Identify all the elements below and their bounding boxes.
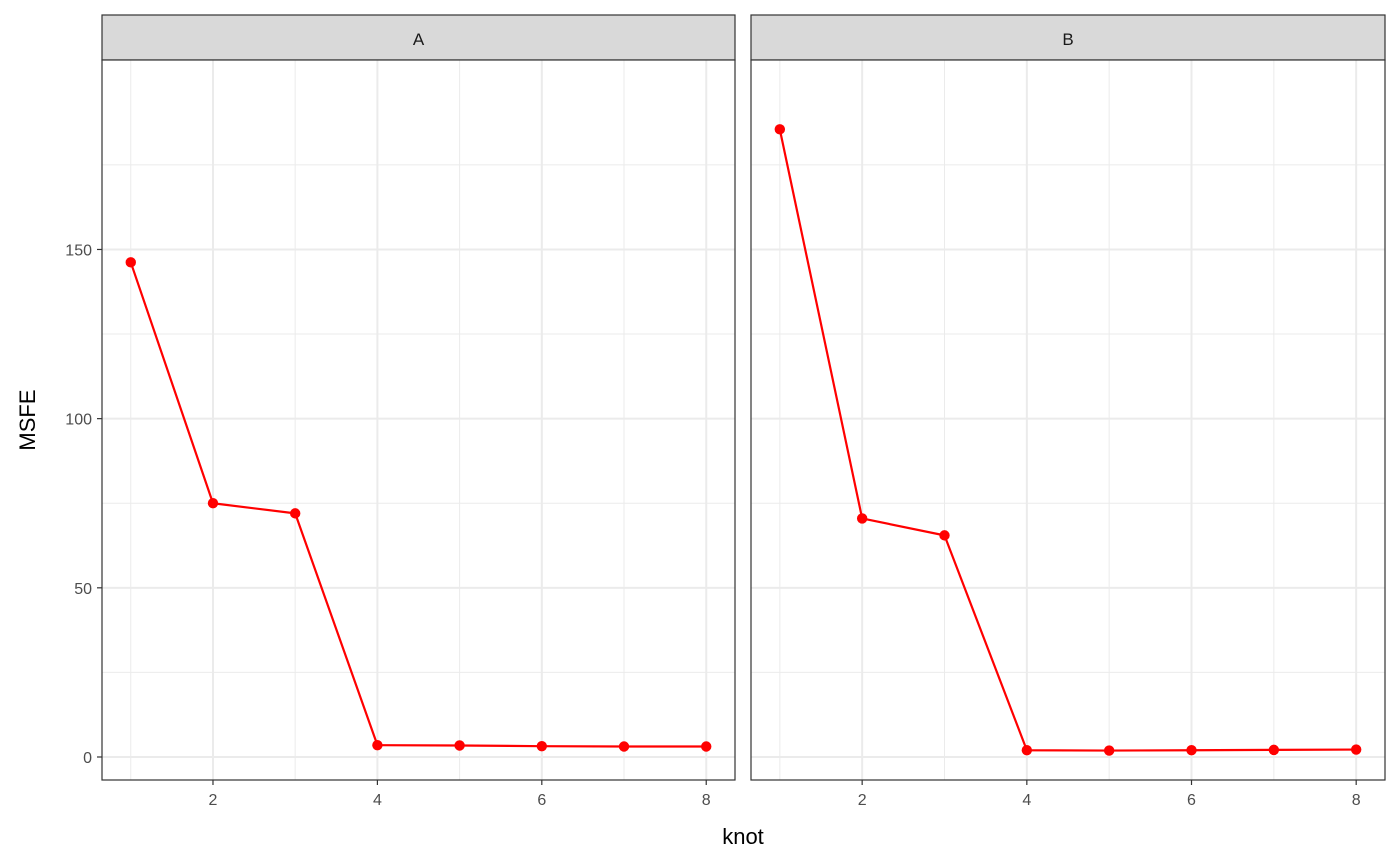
data-point	[856, 513, 868, 524]
y-axis: 0 50 100 150	[65, 242, 102, 767]
facet-strip-label: B	[1062, 30, 1073, 49]
data-point	[1350, 744, 1362, 755]
data-point	[1021, 745, 1033, 756]
x-tick-label: 4	[373, 792, 382, 809]
x-tick-label: 6	[1187, 792, 1196, 809]
y-tick-label: 100	[65, 412, 92, 429]
y-tick-label: 50	[74, 581, 92, 598]
data-point	[454, 740, 465, 751]
panel-border	[750, 59, 1386, 781]
y-tick-label: 150	[65, 242, 92, 259]
x-tick-label: 2	[209, 792, 218, 809]
data-point	[774, 124, 786, 135]
series-line	[129, 261, 707, 748]
data-point	[207, 498, 219, 509]
data-point	[618, 741, 630, 752]
panel-a: A 2 4 6 8	[101, 14, 736, 809]
facet-strip	[750, 14, 1386, 61]
grid	[751, 60, 1385, 780]
data-point	[701, 741, 712, 752]
x-tick-label: 8	[1352, 792, 1361, 809]
chart-panels: A 2 4 6 8 B 2 4 6 8	[101, 14, 1386, 809]
x-axis-title: knot	[722, 824, 764, 849]
x-tick-label: 4	[1022, 792, 1031, 809]
y-axis-title: MSFE	[15, 389, 40, 450]
data-point	[125, 257, 136, 268]
panel-b: B 2 4 6 8	[750, 14, 1386, 809]
x-tick-label: 6	[537, 792, 546, 809]
panel-background	[751, 60, 1385, 780]
x-tick-label: 8	[702, 792, 711, 809]
facet-strip	[101, 14, 736, 61]
data-point	[939, 530, 950, 541]
x-tick-label: 2	[858, 792, 867, 809]
data-point	[289, 508, 301, 519]
data-point	[372, 739, 383, 751]
grid	[102, 60, 735, 780]
data-point	[536, 740, 548, 752]
panel-border	[101, 59, 736, 781]
panel-background	[102, 60, 735, 780]
data-point	[1268, 744, 1280, 756]
series-line	[778, 129, 1357, 752]
y-tick-label: 0	[83, 750, 92, 767]
facet-strip-label: A	[413, 30, 425, 49]
data-point	[1186, 745, 1197, 756]
data-point	[1103, 745, 1115, 756]
